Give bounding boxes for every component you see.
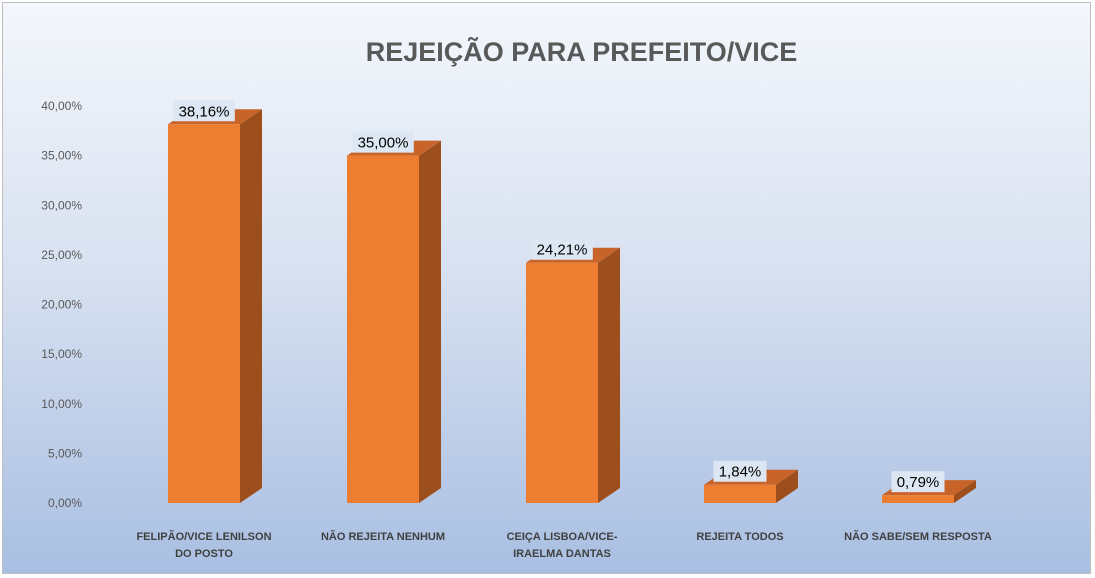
- bar: [882, 495, 954, 503]
- category-label: NÃO SABE/SEM RESPOSTA: [844, 530, 992, 543]
- data-label-box: [713, 460, 767, 482]
- category-label: CEIÇA LISBOA/VICE-: [507, 531, 618, 543]
- data-label-box: [173, 100, 235, 122]
- category-label: REJEITA TODOS: [696, 531, 783, 543]
- y-tick-label: 15,00%: [41, 347, 82, 361]
- category-label: NÃO REJEITA NENHUM: [321, 530, 445, 543]
- category-label: FELIPÃO/VICE LENILSON: [136, 530, 271, 543]
- y-tick-label: 20,00%: [41, 298, 82, 312]
- bar: [168, 124, 240, 504]
- bar: [704, 484, 776, 503]
- bar-side: [240, 109, 262, 504]
- bar-chart: 0,00% 5,00% 10,00% 15,00% 20,00% 25,00% 30,00%…: [41, 99, 992, 560]
- y-tick-label: 10,00%: [41, 397, 82, 411]
- category-label: IRAELMA DANTAS: [513, 548, 611, 560]
- data-label: 0,79%: [897, 474, 940, 491]
- y-tick-label: 40,00%: [41, 99, 82, 113]
- bar-side: [419, 140, 441, 503]
- category-label: DO POSTO: [175, 548, 233, 560]
- data-label: 35,00%: [358, 135, 409, 152]
- y-tick-label: 30,00%: [41, 198, 82, 212]
- y-tick-label: 5,00%: [48, 446, 82, 460]
- bar-side: [954, 480, 976, 503]
- chart-title: REJEIÇÃO PARA PREFEITO/VICE: [365, 37, 798, 67]
- bar-side: [598, 247, 620, 503]
- bar: [526, 262, 598, 503]
- data-label-box: [531, 238, 593, 260]
- y-tick-label: 35,00%: [41, 149, 82, 163]
- data-label: 1,84%: [719, 464, 762, 481]
- data-label-box: [891, 471, 945, 493]
- bar-side: [776, 469, 798, 503]
- data-label: 38,16%: [179, 103, 230, 120]
- data-label: 24,21%: [537, 242, 588, 259]
- bar: [347, 155, 419, 503]
- y-tick-label: 25,00%: [41, 248, 82, 262]
- y-tick-label: 0,00%: [48, 496, 82, 510]
- data-label-box: [352, 131, 414, 153]
